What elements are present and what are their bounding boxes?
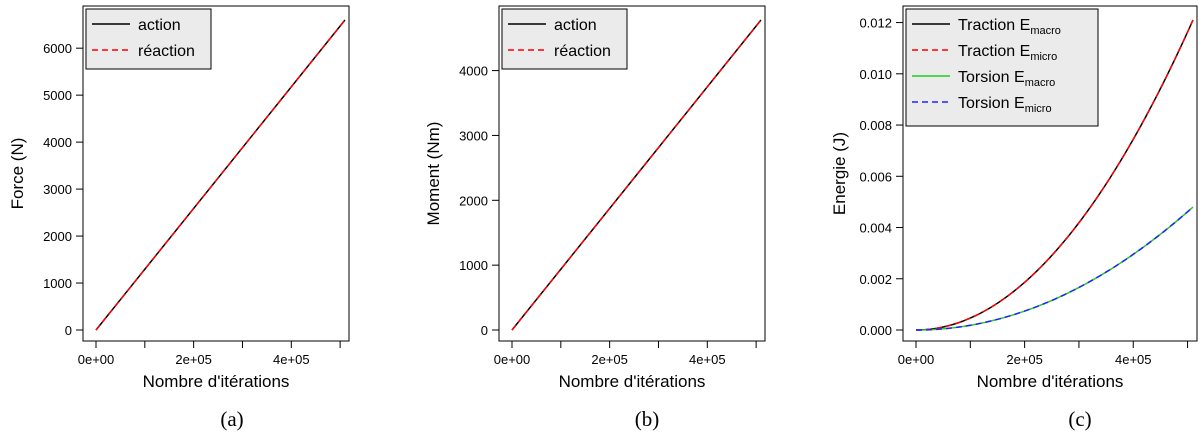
y-tick-label: 0.006 [859,169,892,184]
legend-box [85,8,212,70]
legend-label: réaction [138,43,195,60]
y-tick-label: 3000 [459,128,488,143]
legend-label: action [138,17,181,34]
y-tick-label: 3000 [43,182,72,197]
legend-subscript: macro [1025,77,1056,89]
x-tick-label: 4e+05 [689,352,726,367]
y-tick-label: 4000 [459,64,488,79]
y-tick-label: 0.010 [859,67,892,82]
panel-caption: (a) [220,407,243,431]
x-tick-label: 0e+00 [78,352,115,367]
series-line [95,19,346,331]
legend-subscript: micro [1030,51,1057,63]
x-axis-title: Nombre d'itérations [977,372,1124,391]
y-tick-label: 1000 [43,276,72,291]
legend-subscript: micro [1025,103,1052,115]
y-tick-label: 0.000 [859,323,892,338]
panel-caption: (b) [635,407,660,431]
chart-panel-1: 0e+00 2e+05 4e+05 0 1000 2000 3000 4000 Nombre d… [424,5,766,431]
legend-box [905,8,1099,127]
y-tick-label: 6000 [43,41,72,56]
y-axis-title: Force (N) [8,138,27,210]
series-line [915,206,1194,331]
x-tick-label: 2e+05 [1006,352,1043,367]
x-tick-label: 0e+00 [494,352,531,367]
panel-caption: (c) [1068,407,1091,431]
y-tick-label: 5000 [43,88,72,103]
x-tick-label: 0e+00 [898,352,935,367]
plot-frame [82,5,350,342]
legend-subscript: macro [1030,25,1061,37]
series-line [915,206,1194,331]
series-line [915,19,1194,331]
plot-frame [902,5,1198,342]
x-axis-title: Nombre d'itérations [143,372,290,391]
y-tick-label: 0 [481,323,488,338]
plot-frame [498,5,766,342]
y-tick-label: 2000 [43,229,72,244]
y-tick-label: 0.004 [859,221,892,236]
y-tick-label: 0.008 [859,118,892,133]
x-axis-title: Nombre d'itérations [559,372,706,391]
x-tick-label: 2e+05 [175,352,212,367]
x-tick-label: 4e+05 [1115,352,1152,367]
y-tick-label: 0 [65,323,72,338]
y-tick-label: 0.002 [859,272,892,287]
x-tick-label: 2e+05 [591,352,628,367]
chart-panel-0: 0e+00 2e+05 4e+05 0 1000 2000 3000 4000 5000 6000… [8,5,350,431]
legend-label: action [554,17,597,34]
y-tick-label: 2000 [459,193,488,208]
legend-label: réaction [554,43,611,60]
y-tick-label: 1000 [459,258,488,273]
x-tick-label: 4e+05 [273,352,310,367]
y-tick-label: 0.012 [859,16,892,31]
series-line [511,19,762,331]
y-tick-label: 4000 [43,135,72,150]
legend-box [501,8,628,70]
y-axis-title: Moment (Nm) [424,122,443,226]
y-axis-title: Energie (J) [830,132,849,215]
chart-panel-2: 0e+00 2e+05 4e+05 0.000 0.002 0.004 0.006 0.008… [830,5,1198,431]
